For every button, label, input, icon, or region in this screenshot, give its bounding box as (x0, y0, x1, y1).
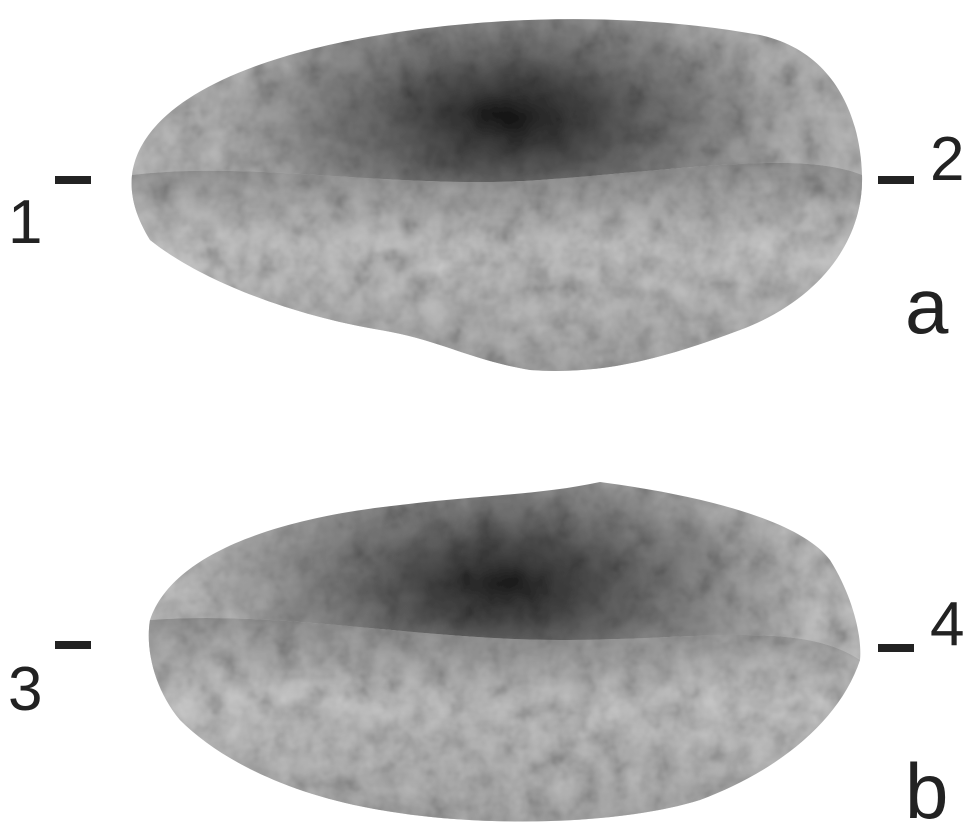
marker-dash (878, 644, 914, 652)
panel-label: a (905, 262, 949, 350)
marker-label: 4 (930, 590, 964, 659)
marker-dash (55, 641, 91, 649)
panel-label: b (905, 747, 948, 831)
marker-dash (878, 176, 914, 184)
marker-dash (55, 176, 91, 184)
surface-front (149, 618, 860, 822)
page: 1 2 a 3 4 b (() => { const data = JSON.p… (0, 0, 973, 831)
panel-a: 1 2 a (8, 19, 964, 371)
marker-label: 2 (930, 125, 964, 194)
marker-label: 1 (8, 188, 42, 257)
marker-label: 3 (8, 655, 42, 724)
surface-front (132, 163, 862, 371)
panel-b: 3 4 b (8, 482, 964, 831)
figure: 1 2 a 3 4 b (0, 0, 973, 831)
